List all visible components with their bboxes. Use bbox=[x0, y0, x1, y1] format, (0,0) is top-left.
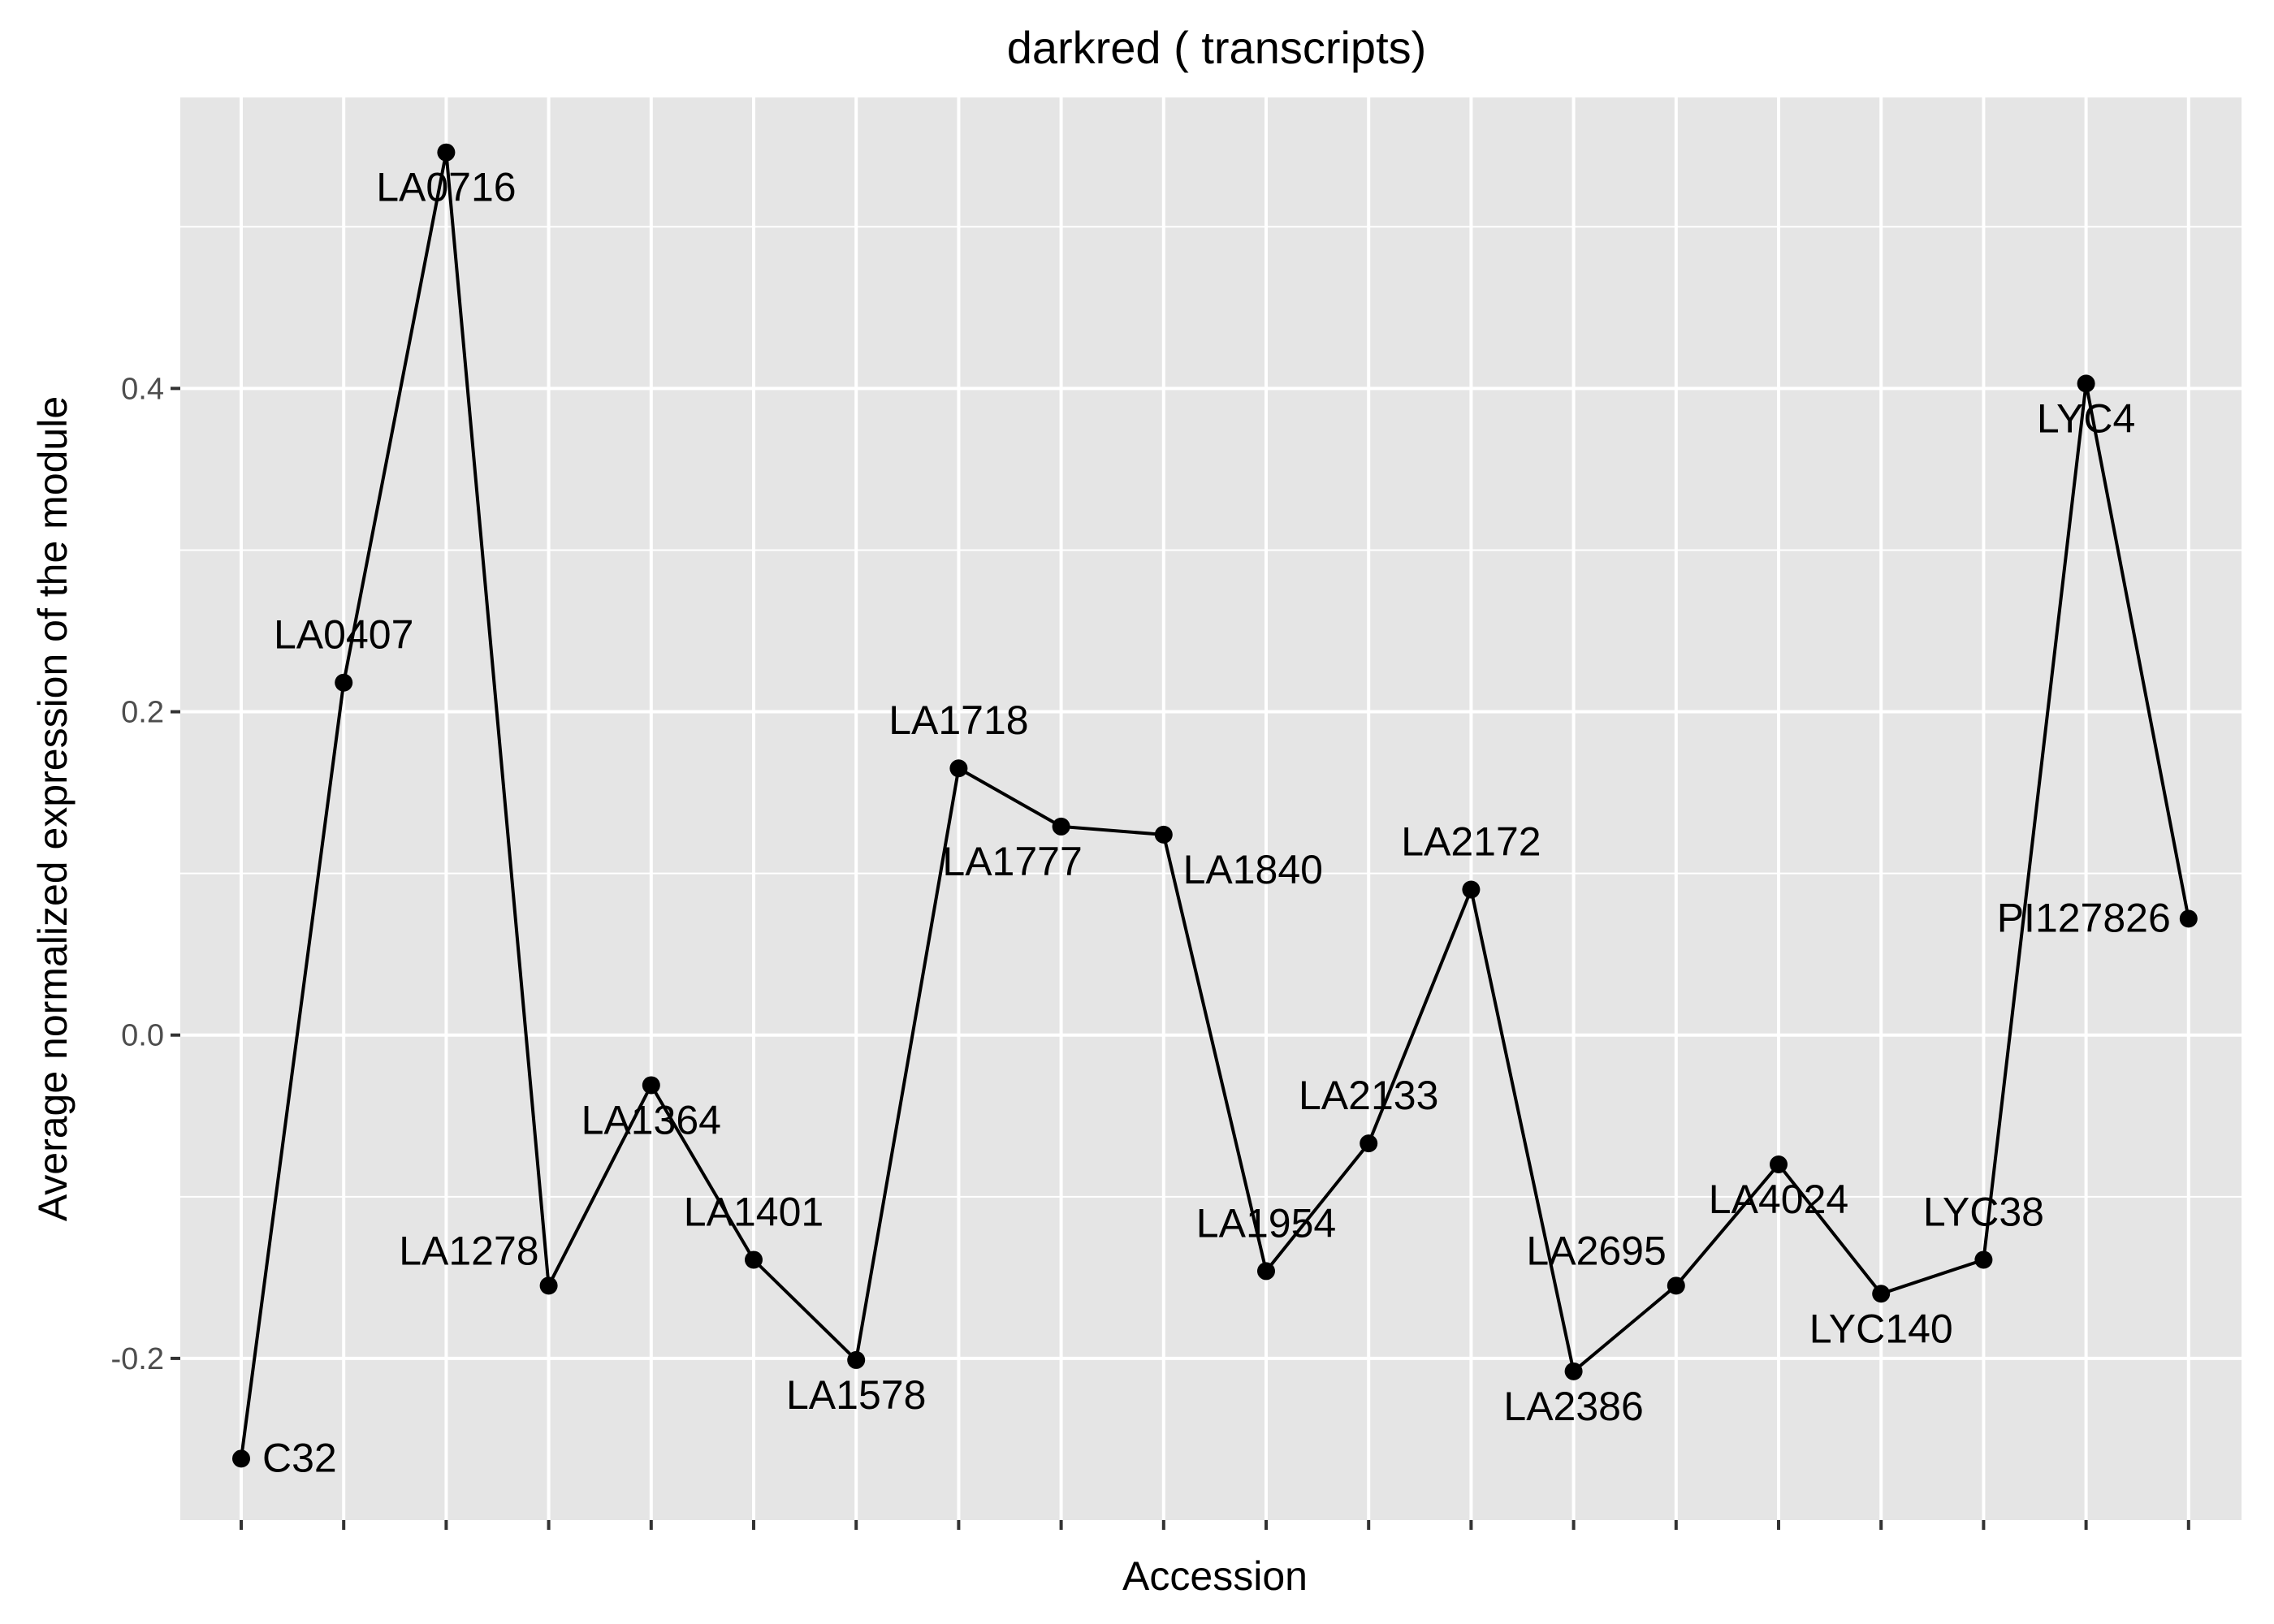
point-label: LA1777 bbox=[942, 839, 1082, 884]
point-label: LA1364 bbox=[581, 1097, 721, 1142]
point-label: LYC140 bbox=[1809, 1306, 1953, 1351]
point-label: LA1718 bbox=[888, 698, 1028, 743]
plot-panel bbox=[180, 97, 2242, 1520]
point-label: PI127826 bbox=[1997, 895, 2171, 940]
data-point bbox=[1974, 1250, 1993, 1269]
data-point bbox=[1667, 1276, 1685, 1295]
grid-minor bbox=[180, 226, 2242, 1198]
data-point bbox=[642, 1076, 660, 1095]
data-point bbox=[335, 673, 353, 692]
data-point bbox=[2179, 909, 2198, 928]
grid-major bbox=[180, 97, 2242, 1520]
y-axis-ticks: -0.2 0.0 0.2 0.4 bbox=[111, 372, 180, 1376]
point-label: LA1401 bbox=[684, 1189, 824, 1234]
data-point bbox=[745, 1250, 763, 1269]
data-point bbox=[1872, 1285, 1891, 1303]
data-point bbox=[539, 1276, 558, 1295]
y-tick-label: 0.2 bbox=[121, 696, 164, 730]
data-point bbox=[1564, 1362, 1583, 1380]
data-point bbox=[1462, 880, 1481, 899]
point-label: LYC4 bbox=[2037, 395, 2135, 441]
data-point bbox=[847, 1350, 866, 1369]
point-label: LA2133 bbox=[1299, 1073, 1438, 1118]
data-point bbox=[2077, 374, 2095, 393]
point-label: LA1954 bbox=[1196, 1200, 1336, 1246]
point-label: LA4024 bbox=[1709, 1177, 1848, 1222]
data-point bbox=[232, 1449, 250, 1468]
series-line-path bbox=[240, 150, 2190, 1459]
x-axis-label: Accession bbox=[1122, 1553, 1308, 1599]
point-label: LA1840 bbox=[1183, 847, 1323, 892]
point-labels: C32 LA0407 LA0716 LA1278 LA1364 LA1401 LA1578 L… bbox=[262, 165, 2171, 1481]
point-label: LA0407 bbox=[274, 612, 413, 658]
point-label: LA1578 bbox=[786, 1372, 926, 1418]
y-tick-label: 0.4 bbox=[121, 372, 164, 406]
point-label: LYC38 bbox=[1923, 1189, 2044, 1234]
data-point bbox=[437, 143, 456, 162]
point-label: LA2172 bbox=[1401, 819, 1541, 865]
data-point bbox=[1257, 1262, 1275, 1281]
y-tick-label: 0.0 bbox=[121, 1019, 164, 1053]
y-axis-label: Average normalized expression of the mod… bbox=[30, 396, 76, 1221]
data-point bbox=[1052, 817, 1070, 836]
point-label: LA2386 bbox=[1503, 1384, 1643, 1429]
series-points bbox=[232, 143, 2198, 1468]
x-axis-ticks bbox=[240, 1520, 2190, 1530]
data-point bbox=[1770, 1155, 1788, 1173]
data-point bbox=[949, 759, 968, 778]
chart-title: darkred ( transcripts) bbox=[1007, 22, 1427, 73]
point-label: LA2695 bbox=[1526, 1228, 1666, 1273]
data-point bbox=[1360, 1134, 1378, 1153]
data-point bbox=[1154, 825, 1173, 844]
point-label: LA0716 bbox=[376, 165, 516, 210]
series-line bbox=[240, 150, 2190, 1459]
y-tick-label: -0.2 bbox=[111, 1342, 164, 1376]
point-label: LA1278 bbox=[399, 1228, 538, 1273]
point-label: C32 bbox=[262, 1435, 337, 1480]
